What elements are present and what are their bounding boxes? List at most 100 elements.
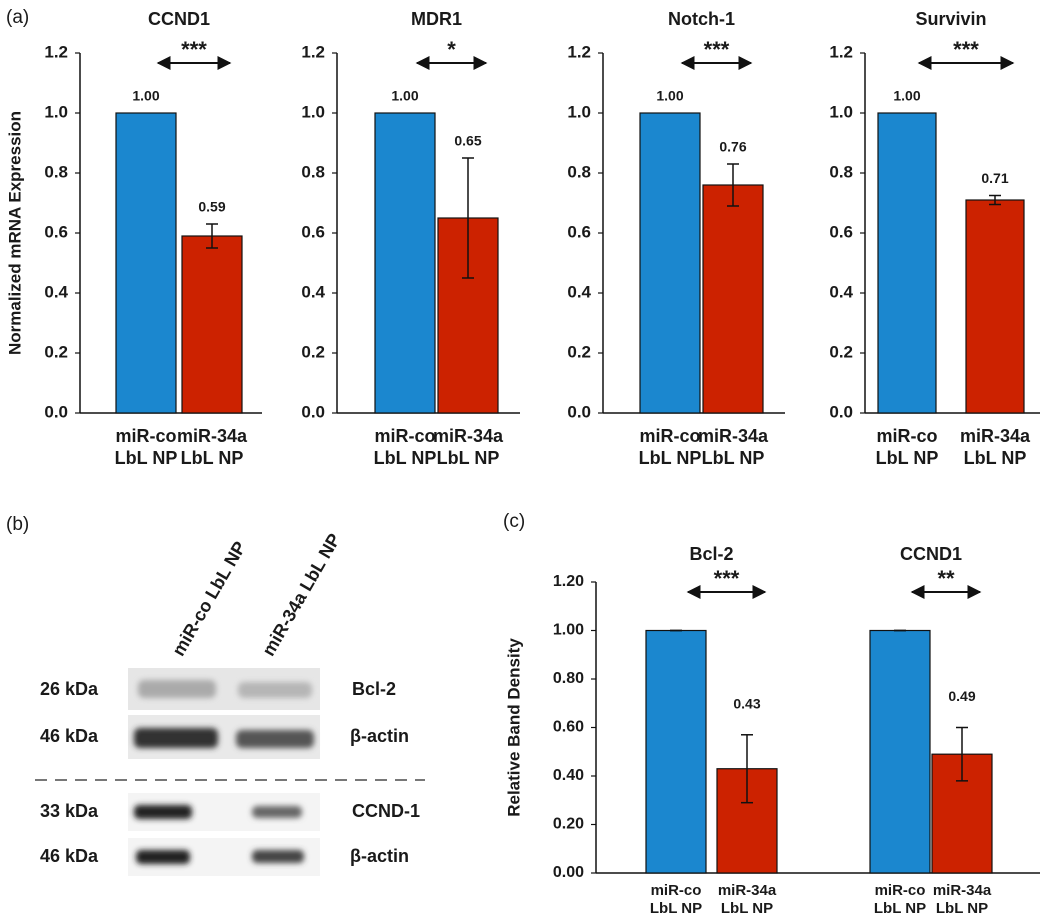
y-tick-label: 0.40: [553, 767, 584, 784]
protein-label: β-actin: [350, 846, 409, 866]
y-tick-label: 0.0: [44, 402, 68, 421]
y-tick-label: 0.8: [829, 162, 853, 181]
y-tick-label: 0.00: [553, 864, 584, 881]
x-tick-label: miR-34a LbL NP: [177, 426, 248, 468]
x-tick-label: miR-co LbL NP: [115, 426, 178, 468]
chart-title: MDR1: [411, 9, 462, 29]
panel-label: (a): [6, 7, 29, 28]
y-tick-label: 0.0: [829, 402, 853, 421]
y-tick-label: 0.6: [829, 222, 853, 241]
chart-title: Survivin: [915, 9, 986, 29]
value-label: 1.00: [893, 88, 920, 104]
y-tick-label: 0.2: [44, 342, 68, 361]
y-tick-label: 1.20: [553, 573, 584, 590]
value-label: 0.49: [948, 688, 975, 704]
y-tick-label: 0.8: [567, 162, 591, 181]
bar: [877, 112, 937, 414]
value-label: 1.00: [132, 88, 159, 104]
panel-label: (c): [503, 511, 525, 532]
chart-title: CCND1: [900, 544, 962, 564]
y-tick-label: 0.4: [301, 282, 325, 301]
bar: [702, 184, 764, 414]
x-tick-label: miR-34a LbL NP: [718, 882, 777, 917]
x-tick-label: miR-co LbL NP: [874, 882, 926, 917]
value-label: 0.76: [719, 139, 746, 155]
y-tick-label: 0.4: [567, 282, 591, 301]
significance: ***: [704, 37, 730, 62]
blot-band: [136, 850, 190, 864]
y-tick-label: 1.2: [829, 42, 853, 61]
bar: [181, 235, 243, 414]
value-label: 0.43: [733, 695, 760, 711]
blot-band: [138, 680, 216, 698]
significance: **: [937, 566, 955, 591]
y-tick-label: 0.20: [553, 816, 584, 833]
value-label: 0.71: [981, 170, 1008, 186]
y-tick-label: 1.0: [301, 102, 325, 121]
chart-title: CCND1: [148, 9, 210, 29]
y-tick-label: 1.0: [829, 102, 853, 121]
blot-band: [252, 806, 302, 818]
significance: ***: [714, 566, 740, 591]
y-tick-label: 0.60: [553, 719, 584, 736]
bar: [374, 112, 436, 414]
western-blot: miR-co LbL NP miR-34a LbL NP 26 kDa 46 k…: [35, 530, 425, 876]
y-tick-label: 0.6: [301, 222, 325, 241]
x-tick-label: miR-34a LbL NP: [933, 882, 992, 917]
value-label: 1.00: [656, 88, 683, 104]
y-tick-label: 0.6: [44, 222, 68, 241]
protein-label: β-actin: [350, 726, 409, 746]
x-tick-label: miR-34a LbL NP: [433, 426, 504, 468]
y-tick-label: 1.00: [553, 622, 584, 639]
y-tick-label: 0.8: [301, 162, 325, 181]
y-axis-label: Relative Band Density: [504, 638, 523, 817]
lane-label: miR-co LbL NP: [168, 538, 250, 659]
bar: [931, 753, 993, 874]
y-tick-label: 0.6: [567, 222, 591, 241]
lane-label: miR-34a LbL NP: [258, 530, 344, 659]
significance: ***: [953, 37, 979, 62]
chart-title: Bcl-2: [689, 544, 733, 564]
significance: *: [447, 37, 456, 62]
chart-title: Notch-1: [668, 9, 735, 29]
blot-band: [252, 850, 304, 863]
bar: [869, 629, 931, 874]
y-tick-label: 0.2: [567, 342, 591, 361]
bar: [645, 629, 707, 874]
band-size: 33 kDa: [40, 801, 99, 821]
y-axis-label: Normalized mRNA Expression: [5, 111, 24, 355]
value-label: 0.59: [198, 199, 225, 215]
x-tick-label: miR-co LbL NP: [876, 426, 939, 468]
x-tick-label: miR-co LbL NP: [639, 426, 702, 468]
x-tick-label: miR-34a LbL NP: [960, 426, 1031, 468]
y-tick-label: 0.8: [44, 162, 68, 181]
x-tick-label: miR-co LbL NP: [374, 426, 437, 468]
panel-label: (b): [6, 514, 29, 535]
y-tick-label: 1.2: [301, 42, 325, 61]
blot-band: [134, 728, 218, 748]
y-tick-label: 0.4: [44, 282, 68, 301]
y-tick-label: 1.0: [567, 102, 591, 121]
blot-band: [134, 805, 192, 819]
band-size: 46 kDa: [40, 846, 99, 866]
value-label: 1.00: [391, 88, 418, 104]
bar: [639, 112, 701, 414]
bar: [115, 112, 177, 414]
y-tick-label: 1.0: [44, 102, 68, 121]
band-size: 26 kDa: [40, 679, 99, 699]
bar: [965, 199, 1025, 414]
blot-band: [236, 730, 314, 748]
x-tick-label: miR-co LbL NP: [650, 882, 702, 917]
y-tick-label: 1.2: [44, 42, 68, 61]
y-tick-label: 1.2: [567, 42, 591, 61]
y-tick-label: 0.80: [553, 670, 584, 687]
y-tick-label: 0.2: [829, 342, 853, 361]
y-tick-label: 0.0: [567, 402, 591, 421]
value-label: 0.65: [454, 133, 481, 149]
y-tick-label: 0.0: [301, 402, 325, 421]
y-tick-label: 0.4: [829, 282, 853, 301]
y-tick-label: 0.2: [301, 342, 325, 361]
significance: ***: [181, 37, 207, 62]
x-tick-label: miR-34a LbL NP: [698, 426, 769, 468]
